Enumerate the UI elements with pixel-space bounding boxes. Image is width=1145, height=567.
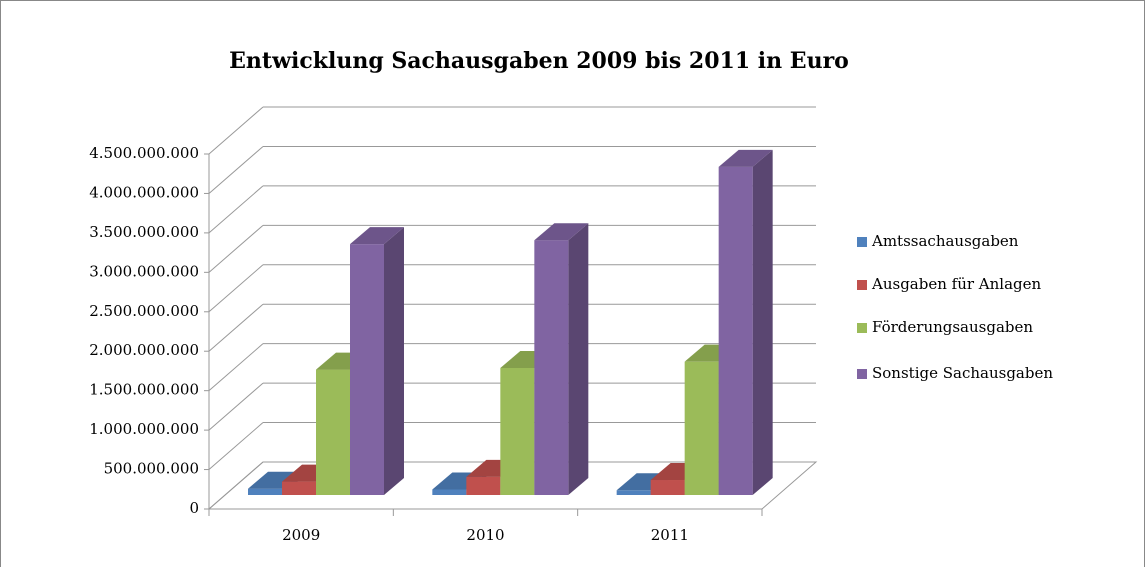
bar-front xyxy=(718,166,753,496)
grid-line xyxy=(208,461,264,510)
grid-line xyxy=(208,224,264,273)
x-tick-label: 2009 xyxy=(282,526,320,544)
bar-front xyxy=(350,244,384,495)
bar-front xyxy=(500,367,535,495)
bar xyxy=(350,227,404,495)
bar-front xyxy=(316,369,350,495)
bar xyxy=(718,149,773,496)
grid-line xyxy=(208,264,264,313)
grid-line xyxy=(208,185,264,234)
bar-front xyxy=(616,490,651,495)
grid-line xyxy=(208,303,264,352)
bar-front xyxy=(684,361,719,495)
y-tick-label: 3.000.000.000 xyxy=(89,262,199,280)
y-tick-label: 0 xyxy=(189,499,199,517)
x-tick-label: 2011 xyxy=(651,526,689,544)
legend-swatch xyxy=(857,323,867,333)
grid-line xyxy=(208,106,264,155)
legend-label: Sonstige Sachausgaben xyxy=(872,364,1053,382)
chart-title: Entwicklung Sachausgaben 2009 bis 2011 i… xyxy=(229,48,849,74)
grid-line xyxy=(208,382,264,431)
bar-front xyxy=(466,476,501,495)
legend-label: Ausgaben für Anlagen xyxy=(871,275,1042,293)
y-tick-label: 2.500.000.000 xyxy=(89,302,199,320)
y-tick-label: 3.500.000.000 xyxy=(89,223,199,241)
y-tick-label: 1.500.000.000 xyxy=(89,381,199,399)
legend-swatch xyxy=(857,237,867,247)
bar xyxy=(534,223,589,495)
grid-line xyxy=(208,146,264,194)
bar-front xyxy=(432,489,467,495)
grid-line xyxy=(208,422,264,470)
bar-front xyxy=(650,480,685,495)
grid-line xyxy=(208,343,264,392)
bar-side xyxy=(752,149,773,496)
bar-top xyxy=(350,227,404,245)
bar-side xyxy=(384,227,404,495)
legend-swatch xyxy=(857,369,867,379)
legend-label: Förderungsausgaben xyxy=(872,318,1033,336)
y-tick-label: 4.500.000.000 xyxy=(89,144,199,162)
bar-top xyxy=(248,471,302,489)
legend-swatch xyxy=(857,280,867,290)
y-tick-label: 1.000.000.000 xyxy=(89,420,199,438)
bar-top xyxy=(534,223,589,241)
legend-label: Amtssachausgaben xyxy=(871,232,1019,250)
bar-front xyxy=(534,240,569,495)
y-tick-label: 4.000.000.000 xyxy=(89,183,199,201)
y-tick-label: 500.000.000 xyxy=(104,460,199,478)
x-tick-label: 2010 xyxy=(466,526,504,544)
bar-top xyxy=(718,149,773,167)
bar-front xyxy=(248,488,282,495)
bar-front xyxy=(282,481,316,495)
bar-side xyxy=(568,223,589,495)
y-tick-label: 2.000.000.000 xyxy=(89,341,199,359)
